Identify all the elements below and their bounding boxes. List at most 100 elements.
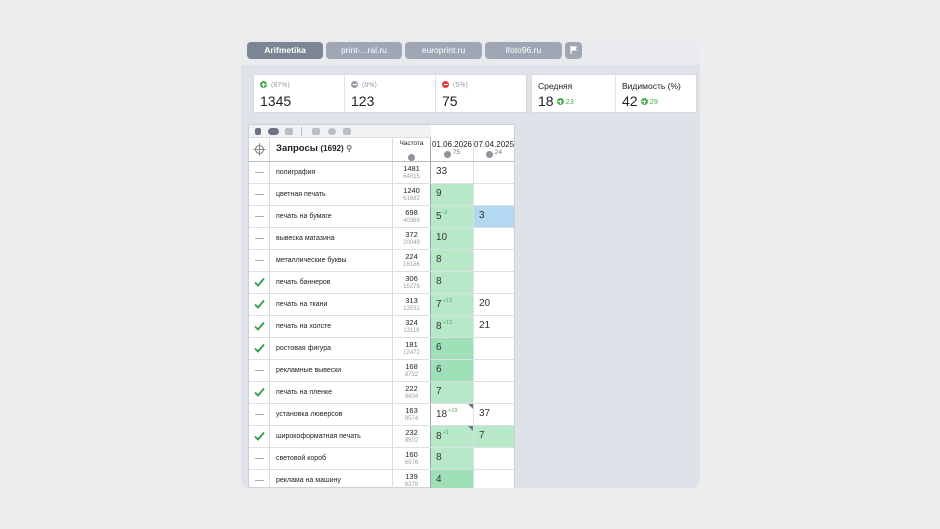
frequency-label: Частота [399, 140, 424, 147]
table-row[interactable]: печать на ткани 313 13532 7+13 20 [249, 294, 514, 316]
table-row[interactable]: печать на холсте 324 13116 8+13 21 [249, 316, 514, 338]
position-cell-date-1[interactable]: 33 [431, 162, 473, 183]
link-icon[interactable] [285, 128, 293, 135]
date-column-2[interactable]: 07.04.2025 24 [473, 138, 514, 161]
folder-icon[interactable] [343, 128, 351, 135]
row-status[interactable] [249, 360, 270, 381]
position-cell-date-1[interactable]: 18+19 [431, 404, 473, 425]
query-text[interactable]: печать на бумаге [276, 213, 332, 220]
grid-icon[interactable] [312, 128, 320, 135]
position-cell-date-1[interactable]: 8 [431, 272, 473, 293]
row-status[interactable] [249, 272, 270, 293]
table-row[interactable]: вывеска магазина 372 20049 10 [249, 228, 514, 250]
position-cell-date-2[interactable]: 37 [473, 404, 514, 425]
stat-middle[interactable]: (8%) 123 [345, 75, 436, 112]
position-cell-date-1[interactable]: 8+13 [431, 316, 473, 337]
query-text[interactable]: световой короб [276, 455, 327, 462]
position-cell-date-1[interactable]: 4 [431, 470, 473, 488]
flag-button[interactable] [565, 42, 582, 59]
row-status[interactable] [249, 206, 270, 227]
position-cell-date-1[interactable]: 8+1 [431, 426, 473, 447]
stat-top[interactable]: (87%) 1345 [254, 75, 345, 112]
position-cell-date-2[interactable]: 20 [473, 294, 514, 315]
row-status[interactable] [249, 470, 270, 488]
query-text[interactable]: вывеска магазина [276, 235, 335, 242]
query-text[interactable]: печать на пленке [276, 389, 333, 396]
row-status[interactable] [249, 228, 270, 249]
row-status[interactable] [249, 250, 270, 271]
position-cell-date-2[interactable] [473, 162, 514, 183]
row-status[interactable] [249, 184, 270, 205]
query-text[interactable]: цветная печать [276, 191, 326, 198]
position-cell-date-2[interactable] [473, 470, 514, 488]
row-status[interactable] [249, 404, 270, 425]
note-marker-icon [468, 404, 473, 409]
frequency-header[interactable]: Частота [392, 138, 431, 161]
tab-lfoto96[interactable]: lfoto96.ru [485, 42, 562, 59]
table-row[interactable]: печать на пленке 222 8604 7 [249, 382, 514, 404]
position-cell-date-2[interactable] [473, 272, 514, 293]
position-cell-date-2[interactable] [473, 250, 514, 271]
row-status[interactable] [249, 426, 270, 447]
sort-icon[interactable] [255, 128, 261, 135]
query-text[interactable]: широкоформатная печать [276, 433, 361, 440]
position-cell-date-2[interactable]: 21 [473, 316, 514, 337]
query-text[interactable]: печать на ткани [276, 301, 328, 308]
position-cell-date-1[interactable]: 7 [431, 382, 473, 403]
position-cell-date-1[interactable]: 8 [431, 250, 473, 271]
row-status[interactable] [249, 448, 270, 469]
frequency-value: 698 [405, 208, 418, 217]
position-cell-date-1[interactable]: 6 [431, 338, 473, 359]
table-row[interactable]: печать баннеров 306 15276 8 [249, 272, 514, 294]
table-row[interactable]: ростовая фигура 181 12472 6 [249, 338, 514, 360]
stat-bottom[interactable]: (5%) 75 [436, 75, 527, 112]
table-row[interactable]: широкоформатная печать 232 8502 8+1 7 [249, 426, 514, 448]
position-cell-date-1[interactable]: 7+13 [431, 294, 473, 315]
position-cell-date-2[interactable] [473, 448, 514, 469]
row-status[interactable] [249, 382, 270, 403]
query-text[interactable]: установка люверсов [276, 411, 343, 418]
query-text[interactable]: полиграфия [276, 169, 316, 176]
table-row[interactable]: световой короб 160 6976 8 [249, 448, 514, 470]
position-cell-date-2[interactable] [473, 382, 514, 403]
table-row[interactable]: реклама на машину 139 6378 4 [249, 470, 514, 488]
row-status[interactable] [249, 338, 270, 359]
position-cell-date-1[interactable]: 9 [431, 184, 473, 205]
table-row[interactable]: печать на бумаге 698 40368 5-2 3 [249, 206, 514, 228]
position-cell-date-1[interactable]: 10 [431, 228, 473, 249]
position-value: 8 [436, 431, 442, 442]
table-row[interactable]: установка люверсов 163 8574 18+19 37 [249, 404, 514, 426]
queries-header[interactable]: Запросы (1692) ⚲ [276, 143, 352, 154]
tab-europrint[interactable]: europrint.ru [405, 42, 482, 59]
table-row[interactable]: металлические буквы 224 16186 8 [249, 250, 514, 272]
position-cell-date-2[interactable] [473, 338, 514, 359]
query-text[interactable]: ростовая фигура [276, 345, 332, 352]
position-cell-date-1[interactable]: 6 [431, 360, 473, 381]
position-cell-date-2[interactable] [473, 184, 514, 205]
target-header[interactable] [249, 138, 270, 161]
tab-print-ral[interactable]: print-...ral.ru [326, 42, 402, 59]
position-cell-date-2[interactable] [473, 228, 514, 249]
position-cell-date-2[interactable] [473, 360, 514, 381]
row-status[interactable] [249, 162, 270, 183]
position-cell-date-2[interactable]: 7 [473, 426, 514, 447]
table-row[interactable]: цветная печать 1240 61682 9 [249, 184, 514, 206]
table-row[interactable]: рекламные вывески 168 8732 6 [249, 360, 514, 382]
table-row[interactable]: полиграфия 1481 64015 33 [249, 162, 514, 184]
query-text[interactable]: металлические буквы [276, 257, 347, 264]
query-text[interactable]: рекламные вывески [276, 367, 342, 374]
query-text[interactable]: печать на холсте [276, 323, 332, 330]
search-icon[interactable]: ⚲ [346, 144, 353, 153]
date-column-1[interactable]: 01.06.2026 75 [431, 138, 473, 161]
row-status[interactable] [249, 316, 270, 337]
query-text[interactable]: реклама на машину [276, 477, 341, 484]
contrast-icon[interactable] [328, 128, 336, 135]
row-status[interactable] [249, 294, 270, 315]
position-cell-date-1[interactable]: 8 [431, 448, 473, 469]
tab-arifmetika[interactable]: Arifmetika [247, 42, 323, 59]
position-cell-date-2[interactable]: 3 [473, 206, 514, 227]
position-cell-date-1[interactable]: 5-2 [431, 206, 473, 227]
toggle-icon[interactable] [268, 128, 279, 135]
query-text[interactable]: печать баннеров [276, 279, 331, 286]
frequency-value: 372 [405, 230, 418, 239]
